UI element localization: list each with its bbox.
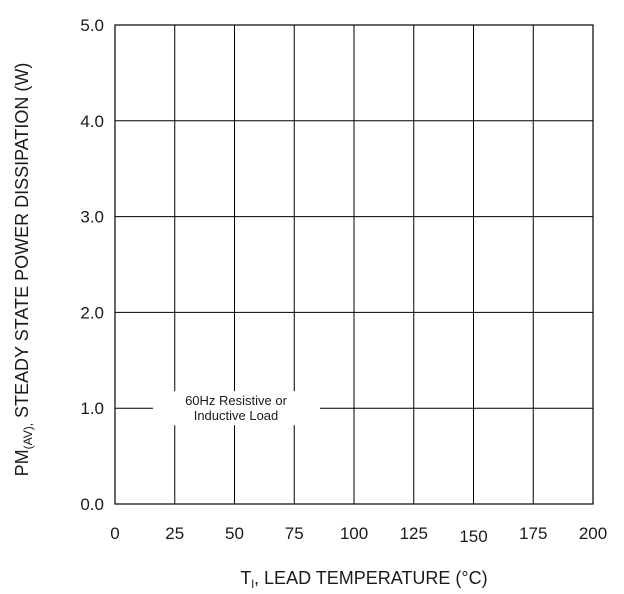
y-tick-label: 4.0 bbox=[80, 112, 104, 131]
x-tick-label: 0 bbox=[110, 524, 119, 543]
x-tick-label: 200 bbox=[579, 524, 607, 543]
x-axis-label-rest: , LEAD TEMPERATURE (°C) bbox=[254, 568, 488, 588]
annotation-line-2: Inductive Load bbox=[194, 408, 279, 423]
x-tick-label: 25 bbox=[165, 524, 184, 543]
y-tick-label: 1.0 bbox=[80, 399, 104, 418]
y-tick-label: 5.0 bbox=[80, 16, 104, 35]
x-axis-label-main: T bbox=[240, 568, 251, 588]
plot-frame bbox=[114, 24, 594, 505]
x-tick-label: 100 bbox=[340, 524, 368, 543]
x-tick-label: 175 bbox=[519, 524, 547, 543]
y-tick-labels: 0.0 1.0 2.0 3.0 4.0 5.0 bbox=[80, 16, 104, 514]
y-axis-label-main: PM bbox=[12, 449, 32, 476]
y-tick-label: 0.0 bbox=[80, 495, 104, 514]
x-axis-label-subscript: l bbox=[251, 577, 254, 591]
x-tick-label: 125 bbox=[400, 524, 428, 543]
x-tick-label: 50 bbox=[225, 524, 244, 543]
x-axis-label: Tl, LEAD TEMPERATURE (°C) bbox=[240, 568, 487, 591]
y-axis-label-subscript: (AV), bbox=[21, 423, 35, 449]
grid bbox=[114, 24, 594, 505]
x-tick-label: 150 bbox=[459, 527, 487, 546]
y-axis-label: PM(AV), STEADY STATE POWER DISSIPATION (… bbox=[12, 63, 35, 477]
annotation-background bbox=[153, 391, 320, 426]
y-axis-label-rest: STEADY STATE POWER DISSIPATION (W) bbox=[12, 63, 32, 423]
y-tick-label: 3.0 bbox=[80, 208, 104, 227]
annotation-line-1: 60Hz Resistive or bbox=[185, 393, 288, 408]
x-tick-labels: 0 25 50 75 100 125 150 175 200 bbox=[110, 524, 607, 546]
y-tick-label: 2.0 bbox=[80, 303, 104, 322]
annotation: 60Hz Resistive or Inductive Load bbox=[153, 391, 320, 426]
x-tick-label: 75 bbox=[285, 524, 304, 543]
